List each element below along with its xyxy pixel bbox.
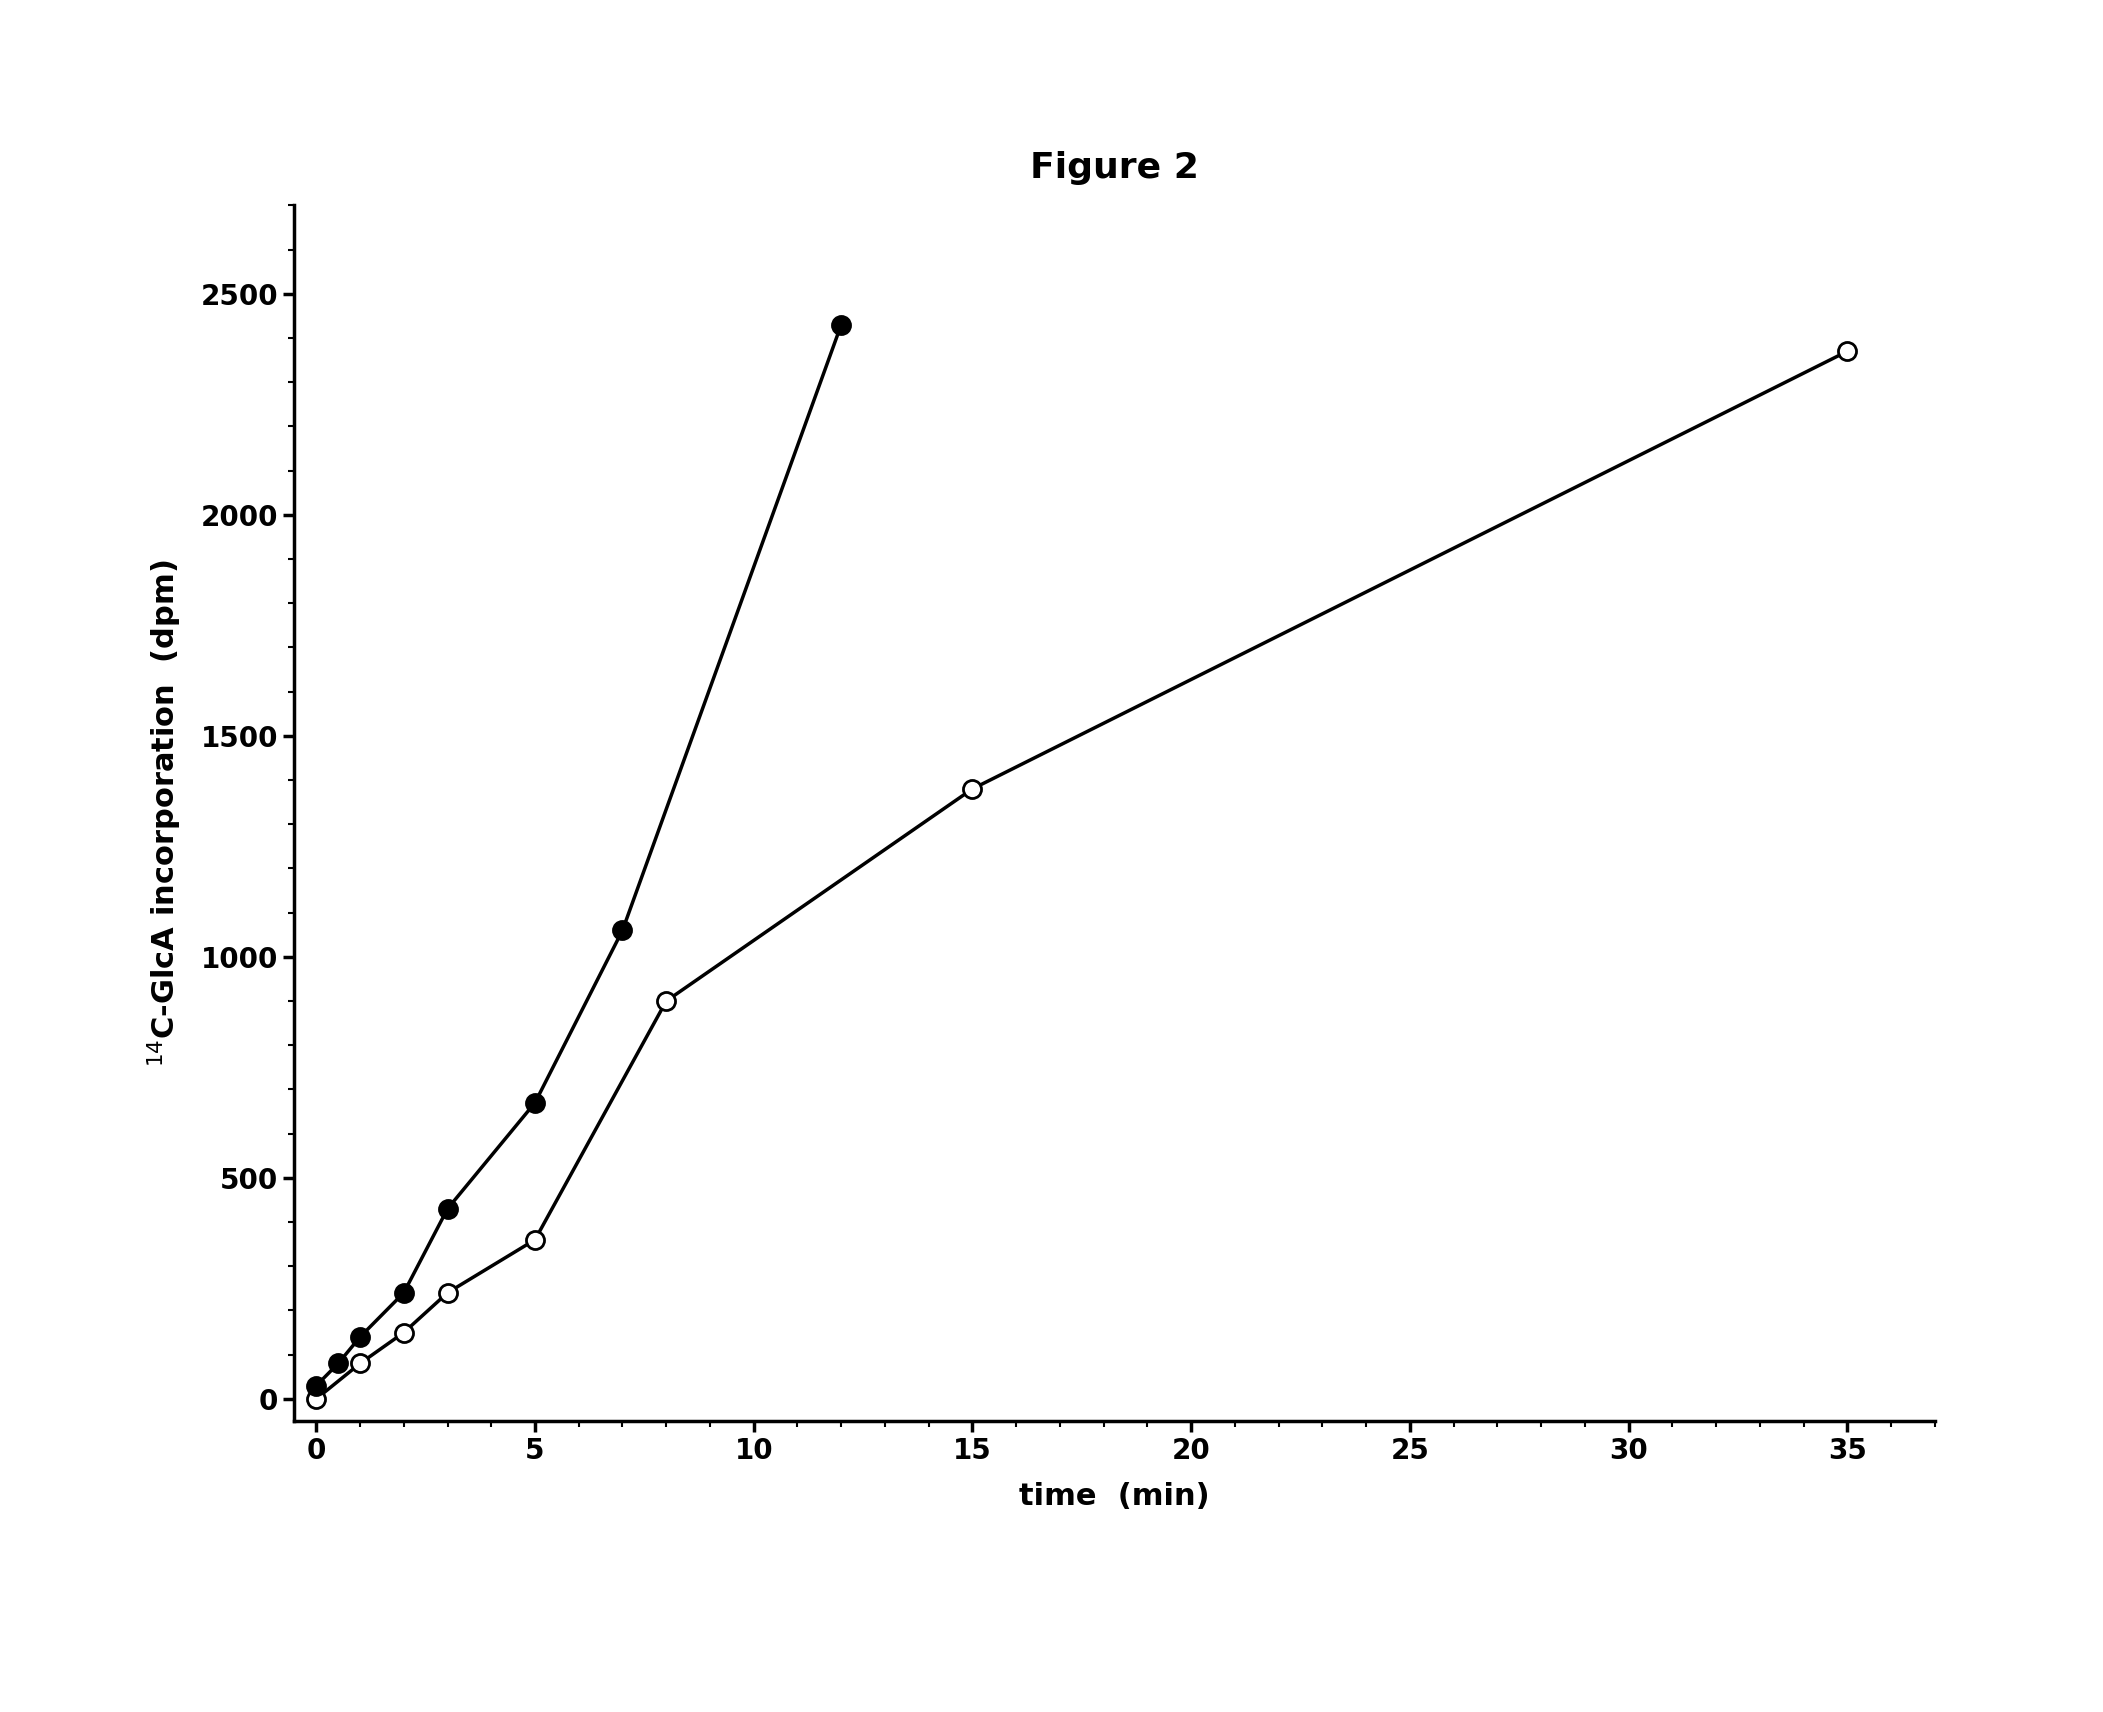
Y-axis label: $^{14}$C-GlcA incorporation  (dpm): $^{14}$C-GlcA incorporation (dpm) [145,560,185,1067]
X-axis label: time  (min): time (min) [1020,1481,1209,1510]
Title: Figure 2: Figure 2 [1030,151,1199,185]
